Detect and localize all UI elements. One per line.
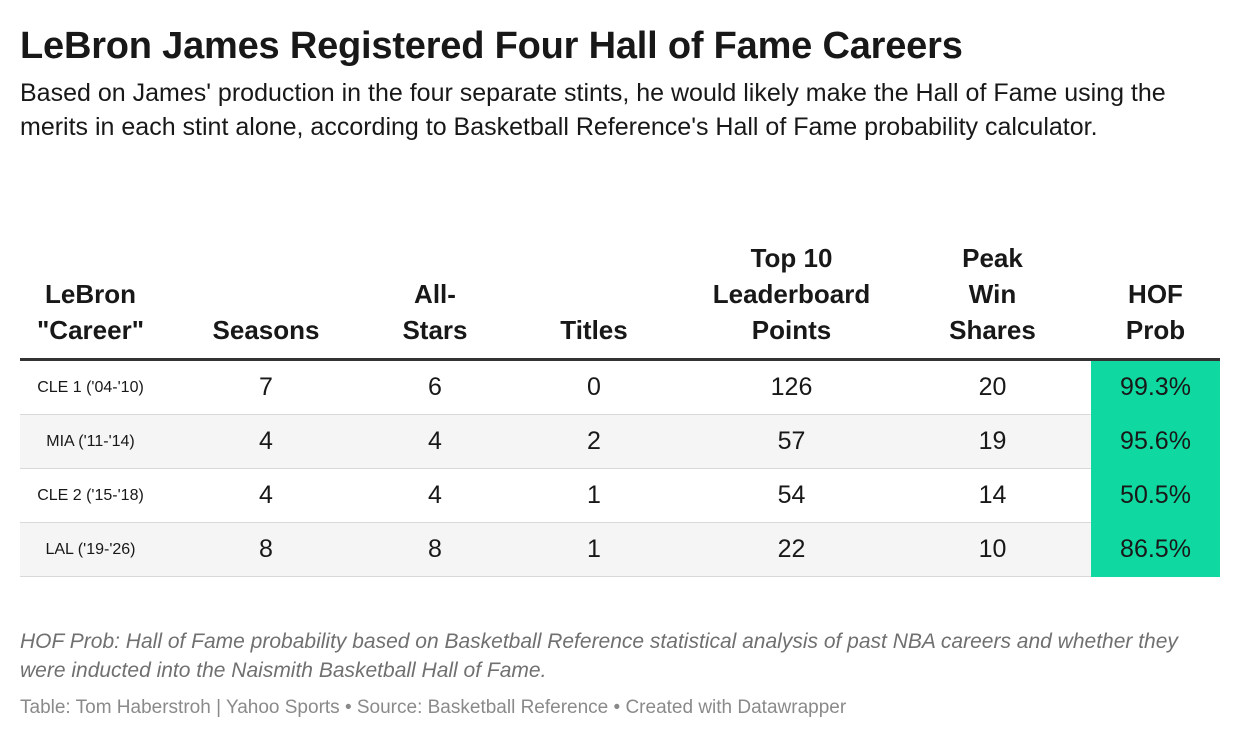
table-body: CLE 1 ('04-'10) 7 6 0 126 20 99.3% MIA ('11-'14… bbox=[20, 359, 1220, 577]
table-row: MIA ('11-'14) 4 4 2 57 19 95.6% bbox=[20, 414, 1220, 469]
cell-leaderboard-points: 57 bbox=[689, 414, 894, 469]
column-header-career: LeBron "Career" bbox=[20, 240, 161, 361]
column-header-peak-win-shares-line: Peak bbox=[962, 243, 1023, 273]
table-row: CLE 2 ('15-'18) 4 4 1 54 14 50.5% bbox=[20, 468, 1220, 523]
column-header-peak-win-shares: Peak Win Shares bbox=[894, 240, 1091, 361]
cell-leaderboard-points: 22 bbox=[689, 522, 894, 577]
cell-titles: 2 bbox=[499, 414, 689, 469]
column-header-titles-line: Titles bbox=[560, 315, 628, 345]
column-header-leaderboard-points-line: Points bbox=[751, 315, 832, 345]
cell-all-stars: 8 bbox=[371, 522, 499, 577]
column-header-hof-prob-line: Prob bbox=[1125, 315, 1186, 345]
column-header-all-stars-line: Stars bbox=[402, 315, 468, 345]
column-header-career-line: LeBron bbox=[45, 279, 136, 309]
table-row: LAL ('19-'26) 8 8 1 22 10 86.5% bbox=[20, 522, 1220, 577]
column-header-leaderboard-points-line: Leaderboard bbox=[712, 279, 871, 309]
cell-hof-prob: 95.6% bbox=[1091, 414, 1220, 469]
column-header-career-line: "Career" bbox=[36, 315, 145, 345]
cell-peak-win-shares: 20 bbox=[894, 359, 1091, 415]
cell-hof-prob: 99.3% bbox=[1091, 359, 1220, 415]
chart-footer: Table: Tom Haberstroh | Yahoo Sports • S… bbox=[20, 697, 847, 718]
cell-seasons: 7 bbox=[161, 359, 371, 415]
cell-peak-win-shares: 14 bbox=[894, 468, 1091, 523]
cell-leaderboard-points: 126 bbox=[689, 359, 894, 415]
column-header-seasons-line: Seasons bbox=[212, 315, 320, 345]
cell-hof-prob: 50.5% bbox=[1091, 468, 1220, 523]
cell-seasons: 4 bbox=[161, 414, 371, 469]
cell-seasons: 4 bbox=[161, 468, 371, 523]
cell-all-stars: 6 bbox=[371, 359, 499, 415]
cell-leaderboard-points: 54 bbox=[689, 468, 894, 523]
column-header-peak-win-shares-line: Shares bbox=[949, 315, 1036, 345]
column-header-leaderboard-points-line: Top 10 bbox=[750, 243, 833, 273]
cell-all-stars: 4 bbox=[371, 414, 499, 469]
column-header-hof-prob-line: HOF bbox=[1128, 279, 1183, 309]
cell-peak-win-shares: 19 bbox=[894, 414, 1091, 469]
column-header-peak-win-shares-line: Win bbox=[968, 279, 1017, 309]
chart-notes: HOF Prob: Hall of Fame probability based… bbox=[20, 630, 1178, 682]
table-header-row: LeBron "Career" Seasons All- Stars Titles Top … bbox=[20, 240, 1220, 361]
chart-subtitle: Based on James' production in the four s… bbox=[20, 79, 1166, 141]
column-header-leaderboard-points: Top 10 Leaderboard Points bbox=[689, 240, 894, 361]
table-row: CLE 1 ('04-'10) 7 6 0 126 20 99.3% bbox=[20, 359, 1220, 415]
cell-titles: 1 bbox=[499, 468, 689, 523]
hof-table: LeBron "Career" Seasons All- Stars Titles Top … bbox=[20, 240, 1220, 577]
cell-peak-win-shares: 10 bbox=[894, 522, 1091, 577]
chart-title: LeBron James Registered Four Hall of Fam… bbox=[20, 25, 963, 67]
cell-career: CLE 1 ('04-'10) bbox=[20, 359, 161, 415]
cell-titles: 1 bbox=[499, 522, 689, 577]
column-header-all-stars: All- Stars bbox=[371, 240, 499, 361]
cell-seasons: 8 bbox=[161, 522, 371, 577]
column-header-all-stars-line: All- bbox=[414, 279, 456, 309]
column-header-titles: Titles bbox=[499, 240, 689, 361]
cell-all-stars: 4 bbox=[371, 468, 499, 523]
cell-career: LAL ('19-'26) bbox=[20, 522, 161, 577]
cell-hof-prob: 86.5% bbox=[1091, 522, 1220, 577]
column-header-hof-prob: HOF Prob bbox=[1091, 240, 1220, 361]
cell-career: CLE 2 ('15-'18) bbox=[20, 468, 161, 523]
cell-career: MIA ('11-'14) bbox=[20, 414, 161, 469]
column-header-seasons: Seasons bbox=[161, 240, 371, 361]
cell-titles: 0 bbox=[499, 359, 689, 415]
